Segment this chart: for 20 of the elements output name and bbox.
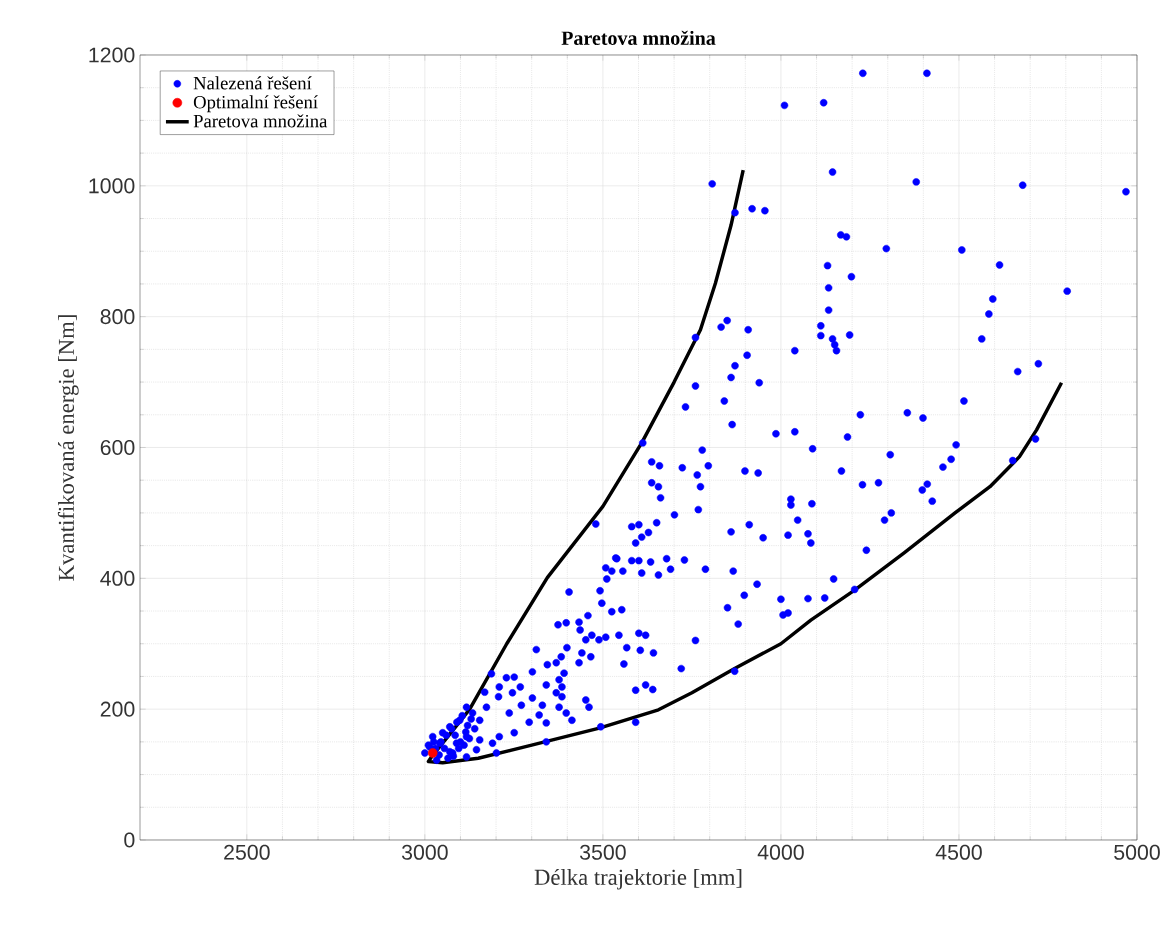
- legend-label: Paretova množina: [193, 114, 328, 128]
- x-tick-label: 5000: [1114, 844, 1160, 860]
- chart-title: Paretova množina: [561, 30, 716, 45]
- legend-label: Nalezená řešení: [193, 76, 312, 90]
- x-axis-title: Délka trajektorie [mm]: [534, 868, 742, 890]
- x-tick-label: 3500: [579, 844, 626, 860]
- y-tick-label: 600: [100, 439, 135, 456]
- y-axis-title: Kvantifikovaná energie [Nm]: [57, 315, 79, 581]
- y-tick-label: 1000: [89, 178, 135, 194]
- y-tick-label: 400: [100, 570, 135, 586]
- line-series: [426, 168, 1064, 765]
- y-tick-label: 0: [124, 832, 135, 848]
- y-tick-label: 1200: [89, 47, 135, 63]
- x-tick-label: 4000: [757, 844, 804, 860]
- x-tick-label: 4500: [935, 844, 982, 860]
- y-tick-label: 800: [100, 309, 135, 325]
- x-tick-label: 2500: [224, 844, 270, 860]
- legend-label: Optimalní řešení: [193, 95, 318, 113]
- x-tick-label: 3000: [401, 844, 448, 860]
- y-tick-label: 200: [100, 701, 135, 717]
